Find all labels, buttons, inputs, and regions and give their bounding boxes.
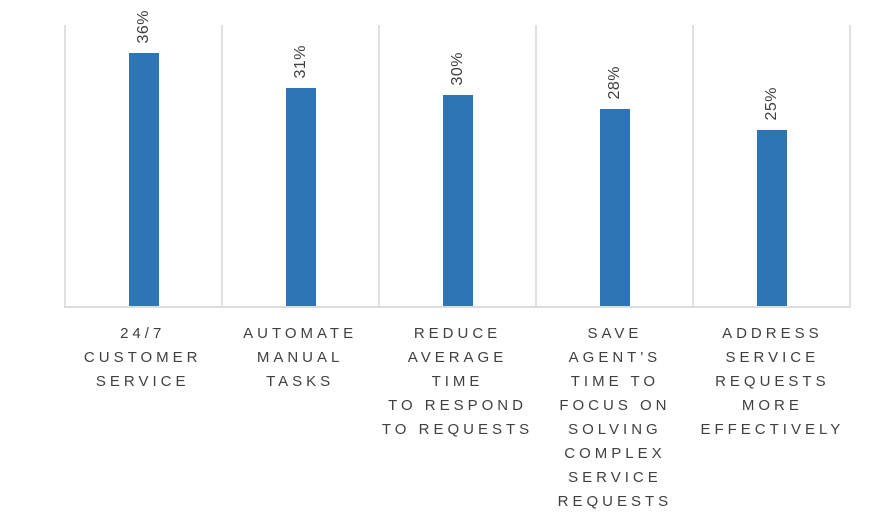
category-axis: 24/7 CUSTOMER SERVICE AUTOMATE MANUAL TA…: [64, 322, 851, 512]
category-cell: 36%: [64, 10, 221, 306]
bar-value-label: 36%: [134, 9, 152, 44]
bar-value-label: 25%: [762, 86, 780, 121]
category-cell: 28%: [535, 25, 692, 306]
category-label: SAVE AGENT'S TIME TO FOCUS ON SOLVING CO…: [557, 325, 673, 510]
bar: [128, 53, 159, 306]
category-cell: 25%: [692, 25, 851, 306]
bar-value-label: 28%: [605, 65, 623, 100]
category-cell: 31%: [221, 25, 378, 306]
bar: [285, 88, 316, 306]
bar: [756, 130, 787, 306]
bar: [599, 109, 630, 306]
bar-value-label: 31%: [291, 44, 309, 79]
category-label: AUTOMATE MANUAL TASKS: [243, 325, 358, 390]
category-label: 24/7 CUSTOMER SERVICE: [83, 325, 202, 390]
category-cell: 30%: [378, 25, 535, 306]
bar: [442, 95, 473, 306]
plot-area: 36% 31% 30% 28% 25%: [64, 10, 851, 308]
category-label: ADDRESS SERVICE REQUESTS MORE EFFECTIVEL…: [700, 325, 845, 438]
category-label: REDUCE AVERAGE TIME TO RESPOND TO REQUES…: [381, 325, 534, 438]
bar-value-label: 30%: [448, 51, 466, 86]
